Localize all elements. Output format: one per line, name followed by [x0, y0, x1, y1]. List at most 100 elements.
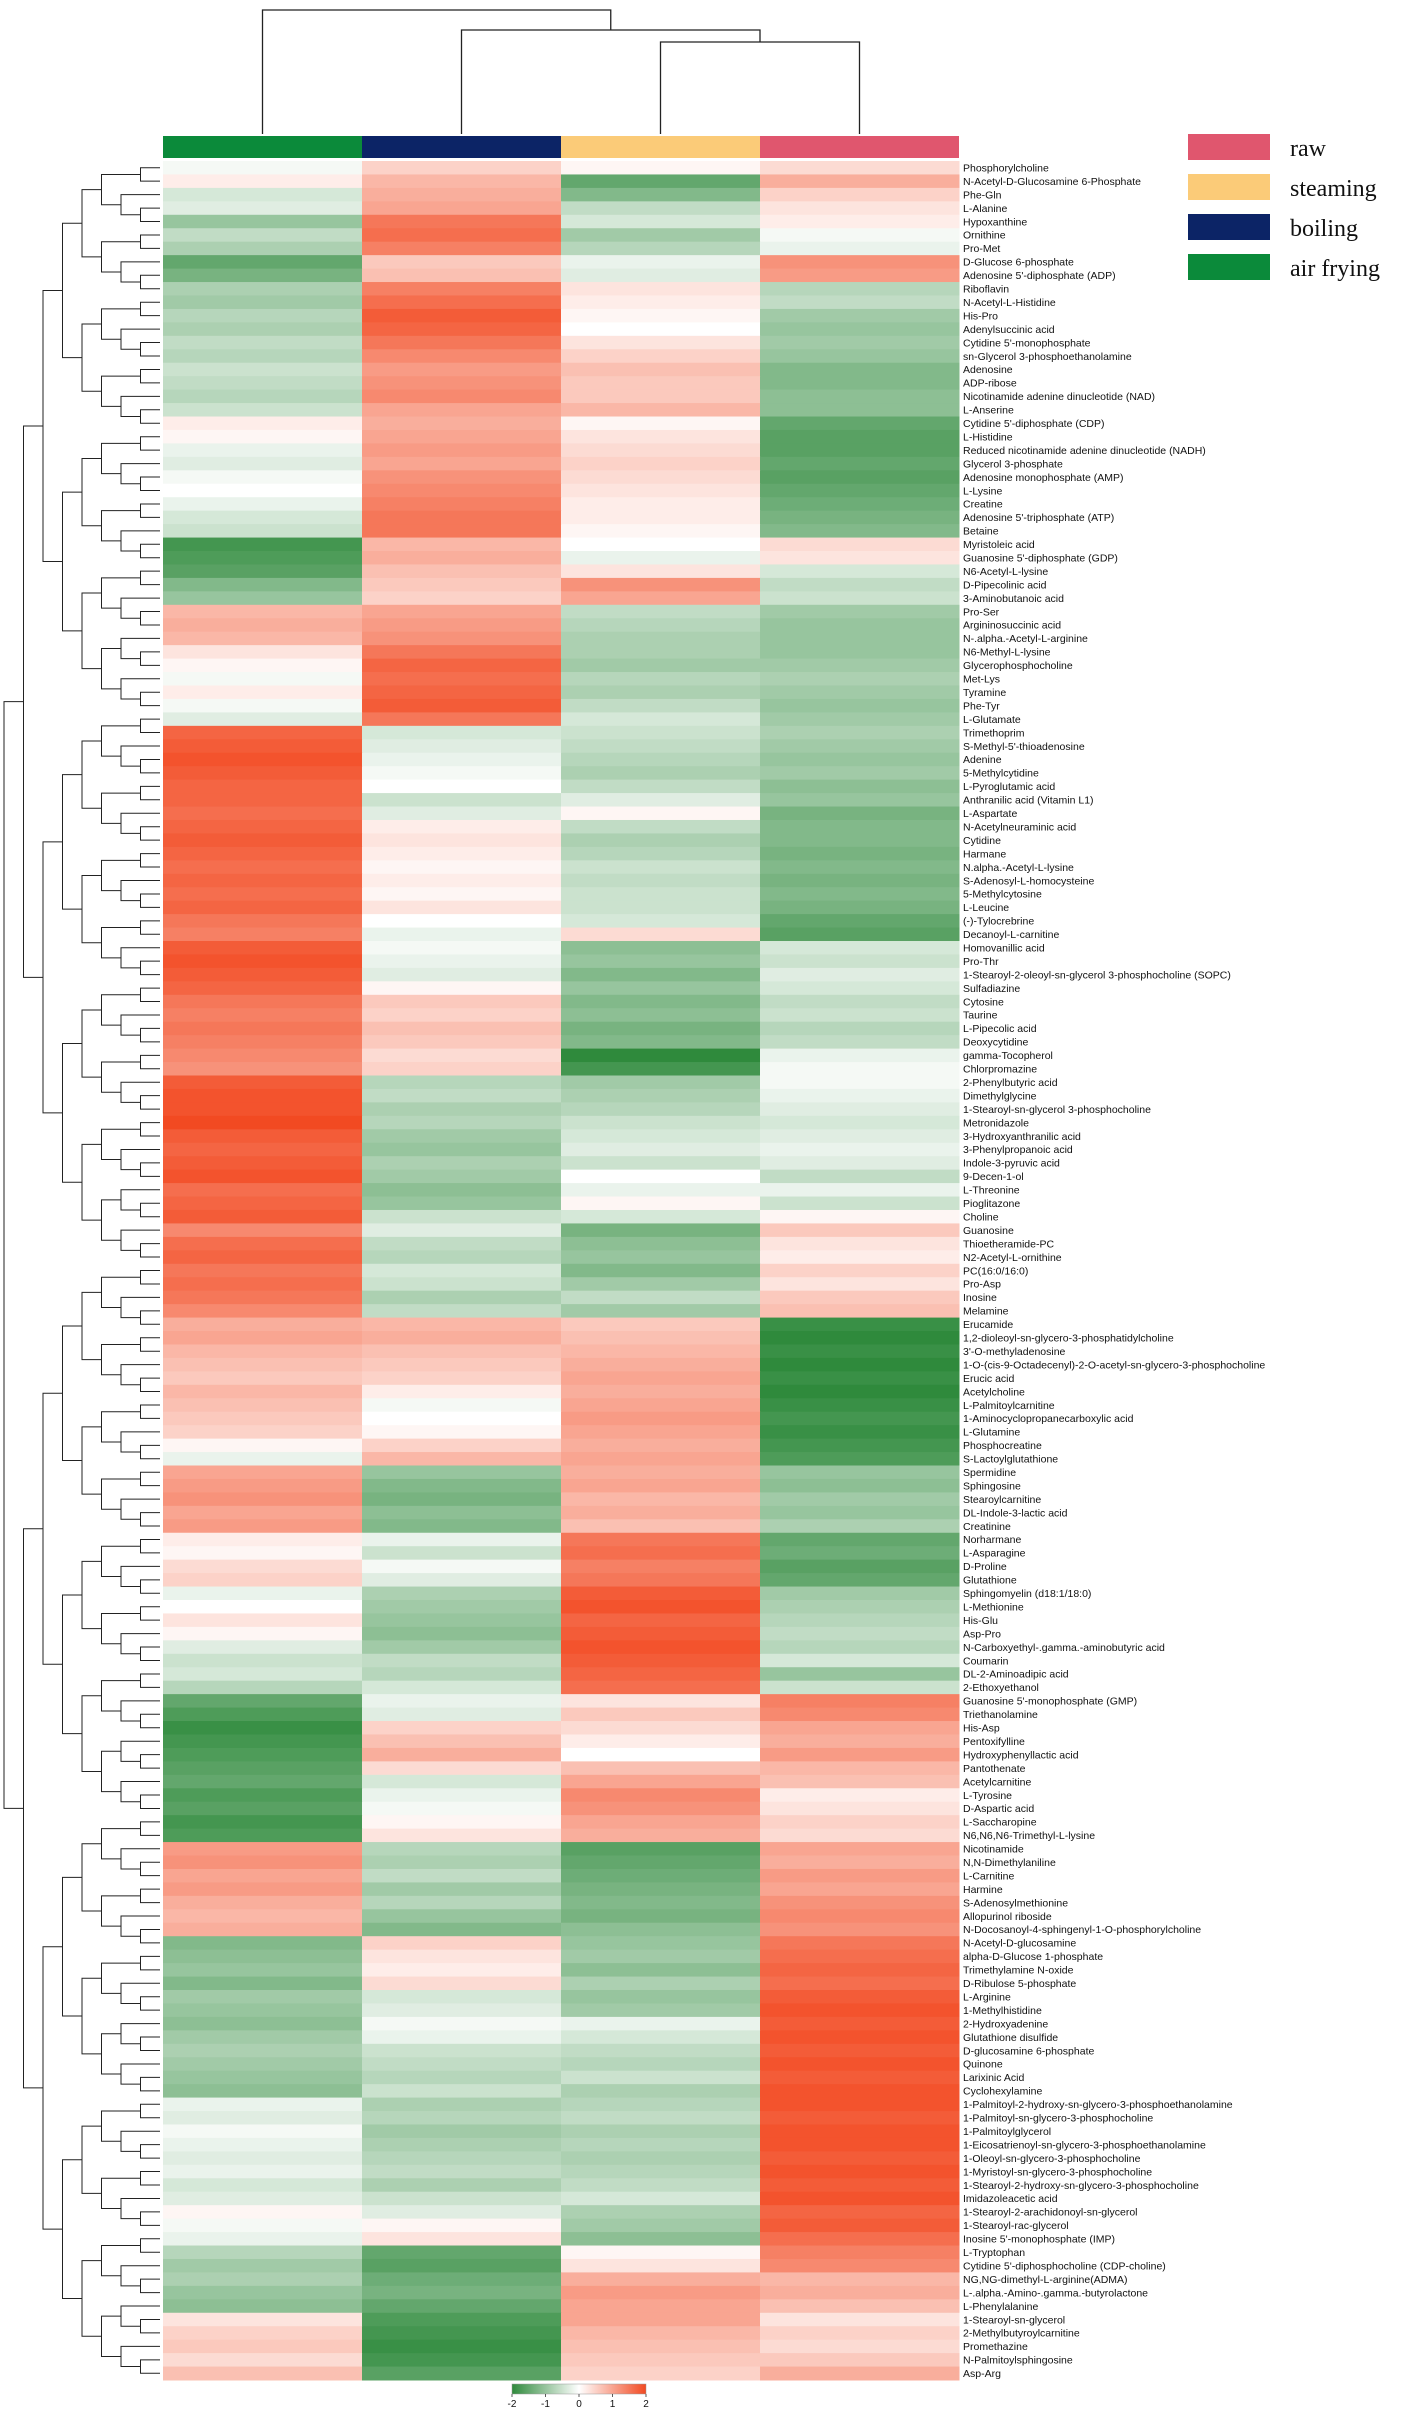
heatmap-cell [163, 2205, 363, 2220]
heatmap-cell [561, 497, 761, 512]
heatmap-cell [163, 1640, 363, 1655]
heatmap-cell [561, 1142, 761, 1157]
heatmap-cell [760, 1236, 960, 1251]
heatmap-cell [561, 2353, 761, 2368]
row-label: Melamine [963, 1306, 1009, 1318]
row-dendrogram-link [120, 2023, 160, 2045]
heatmap-cell [760, 308, 960, 323]
row-label: Promethazine [963, 2341, 1028, 2353]
heatmap-cell [561, 2272, 761, 2287]
heatmap-cell [362, 2030, 562, 2045]
heatmap-cell [760, 1815, 960, 1830]
row-label: Pantothenate [963, 1763, 1026, 1775]
heatmap-cell [760, 1868, 960, 1883]
heatmap-cell [561, 1048, 761, 1063]
heatmap-cell [760, 1734, 960, 1749]
row-label: N-Acetyl-D-glucosamine [963, 1938, 1076, 1950]
heatmap-cell [760, 497, 960, 512]
row-label: N-Palmitoylsphingosine [963, 2355, 1073, 2367]
heatmap-cell [163, 631, 363, 646]
row-label: Glycerophosphocholine [963, 660, 1073, 672]
row-dendrogram-link [101, 2110, 141, 2142]
heatmap-cell [760, 1142, 960, 1157]
heatmap-cell [362, 860, 562, 875]
heatmap-cell [362, 2258, 562, 2273]
heatmap-cell [362, 846, 562, 861]
heatmap-cell [362, 994, 562, 1009]
heatmap-cell [362, 2070, 562, 2085]
heatmap-cell [561, 1546, 761, 1561]
heatmap-cell [163, 2043, 363, 2058]
row-label: Homovanillic acid [963, 943, 1045, 955]
row-dendrogram-link [42, 1946, 63, 2230]
heatmap-cell [362, 2353, 562, 2368]
heatmap-cell [163, 429, 363, 444]
heatmap-cell [760, 1075, 960, 1090]
heatmap-cell [561, 2097, 761, 2112]
heatmap-cell [163, 1169, 363, 1184]
row-dendrogram-link [140, 718, 160, 734]
heatmap-cell [561, 1949, 761, 1964]
heatmap-cell [163, 2070, 363, 2085]
row-label: 3'-O-methyladenosine [963, 1346, 1066, 1358]
row-dendrogram-link [140, 1027, 160, 1043]
heatmap-cell [163, 1626, 363, 1641]
column-dendrogram [261, 9, 861, 134]
heatmap-cell [561, 335, 761, 350]
heatmap-cell [561, 1223, 761, 1238]
heatmap-cell [362, 1573, 562, 1588]
heatmap-cell [561, 981, 761, 996]
heatmap-cell [163, 2299, 363, 2314]
heatmap-cell [362, 1707, 562, 1722]
heatmap-cell [561, 1963, 761, 1978]
row-dendrogram-link [120, 2265, 160, 2287]
colorbar: -2 -1 0 1 2 [508, 2383, 649, 2410]
row-dendrogram-link [120, 1189, 160, 1211]
heatmap-cell [163, 2151, 363, 2166]
row-dendrogram-link [81, 874, 102, 944]
heatmap-cell [362, 887, 562, 902]
row-dendrogram-link [101, 1199, 121, 1241]
column-bar-boiling [362, 136, 561, 158]
heatmap-cell [561, 1774, 761, 1789]
heatmap-cell [561, 1075, 761, 1090]
heatmap-cell [760, 618, 960, 633]
heatmap-cell [362, 2003, 562, 2018]
heatmap-cell [760, 685, 960, 700]
heatmap-cell [163, 241, 363, 256]
heatmap-cell [163, 456, 363, 471]
heatmap-cell [163, 1357, 363, 1372]
heatmap-cell [362, 322, 562, 337]
heatmap-cell [362, 524, 562, 539]
heatmap-cell [760, 2326, 960, 2341]
heatmap-cell [760, 1371, 960, 1386]
heatmap-cell [760, 1680, 960, 1695]
heatmap-cell [362, 1842, 562, 1857]
row-dendrogram-link [140, 1243, 160, 1258]
heatmap-cell [362, 2178, 562, 2193]
row-dendrogram-link [120, 530, 160, 552]
heatmap-cell [561, 161, 761, 175]
heatmap-cell [561, 860, 761, 875]
row-dendrogram-link [81, 1560, 102, 1630]
row-label: 1-Palmitoylglycerol [963, 2126, 1051, 2138]
heatmap-cell [561, 1667, 761, 1682]
row-label: Pro-Asp [963, 1279, 1001, 1291]
heatmap-cell [362, 1747, 562, 1762]
row-label: L-Tryptophan [963, 2247, 1025, 2259]
row-dendrogram-link [101, 1962, 141, 1994]
row-dendrogram-link [140, 611, 160, 626]
heatmap-cell [163, 510, 363, 525]
row-label: His-Asp [963, 1723, 1000, 1735]
heatmap-cell [760, 645, 960, 660]
heatmap-cell [561, 349, 761, 364]
row-dendrogram-link [120, 597, 160, 619]
heatmap-cell [163, 1492, 363, 1507]
row-dendrogram-link [101, 173, 141, 206]
heatmap-cell [561, 1263, 761, 1278]
legend-label: air frying [1290, 256, 1380, 282]
heatmap-cell [163, 1855, 363, 1870]
heatmap-cell [163, 1519, 363, 1534]
heatmap-cell [760, 416, 960, 431]
